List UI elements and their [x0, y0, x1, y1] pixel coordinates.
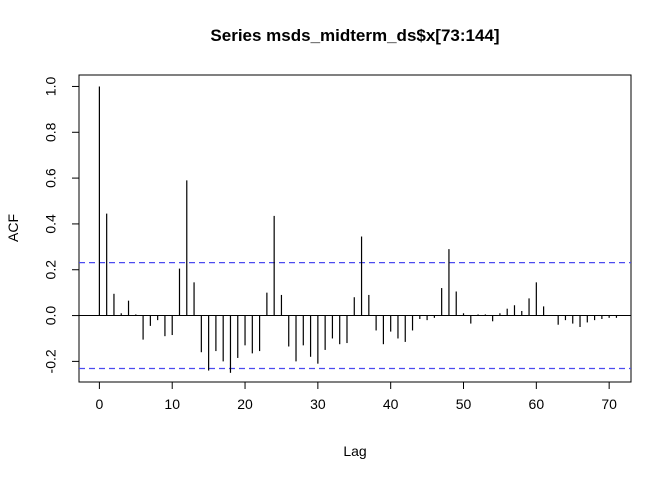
- x-tick-label: 40: [383, 396, 399, 412]
- plot-area: [79, 86, 631, 373]
- y-tick-label: 0.8: [43, 122, 59, 142]
- plot-box: [78, 74, 632, 383]
- y-tick-label: 1.0: [43, 77, 59, 97]
- x-tick-label: 30: [310, 396, 326, 412]
- x-tick-label: 50: [456, 396, 472, 412]
- x-tick-label: 10: [164, 396, 180, 412]
- chart-title: Series msds_midterm_ds$x[73:144]: [210, 26, 499, 45]
- x-axis-label: Lag: [343, 443, 366, 459]
- x-tick-label: 0: [95, 396, 103, 412]
- x-tick-label: 20: [237, 396, 253, 412]
- x-axis: 0 10 20 30 40 50 60 70: [95, 381, 617, 412]
- y-axis-label: ACF: [5, 214, 21, 242]
- y-tick-label: 0.4: [43, 214, 59, 234]
- y-axis: -0.2 0.0 0.2 0.4 0.6 0.8 1.0: [43, 77, 80, 373]
- x-tick-label: 60: [529, 396, 545, 412]
- y-tick-label: 0.0: [43, 306, 59, 326]
- x-tick-label: 70: [601, 396, 617, 412]
- y-tick-label: -0.2: [43, 349, 59, 373]
- y-tick-label: 0.6: [43, 168, 59, 188]
- y-tick-label: 0.2: [43, 260, 59, 280]
